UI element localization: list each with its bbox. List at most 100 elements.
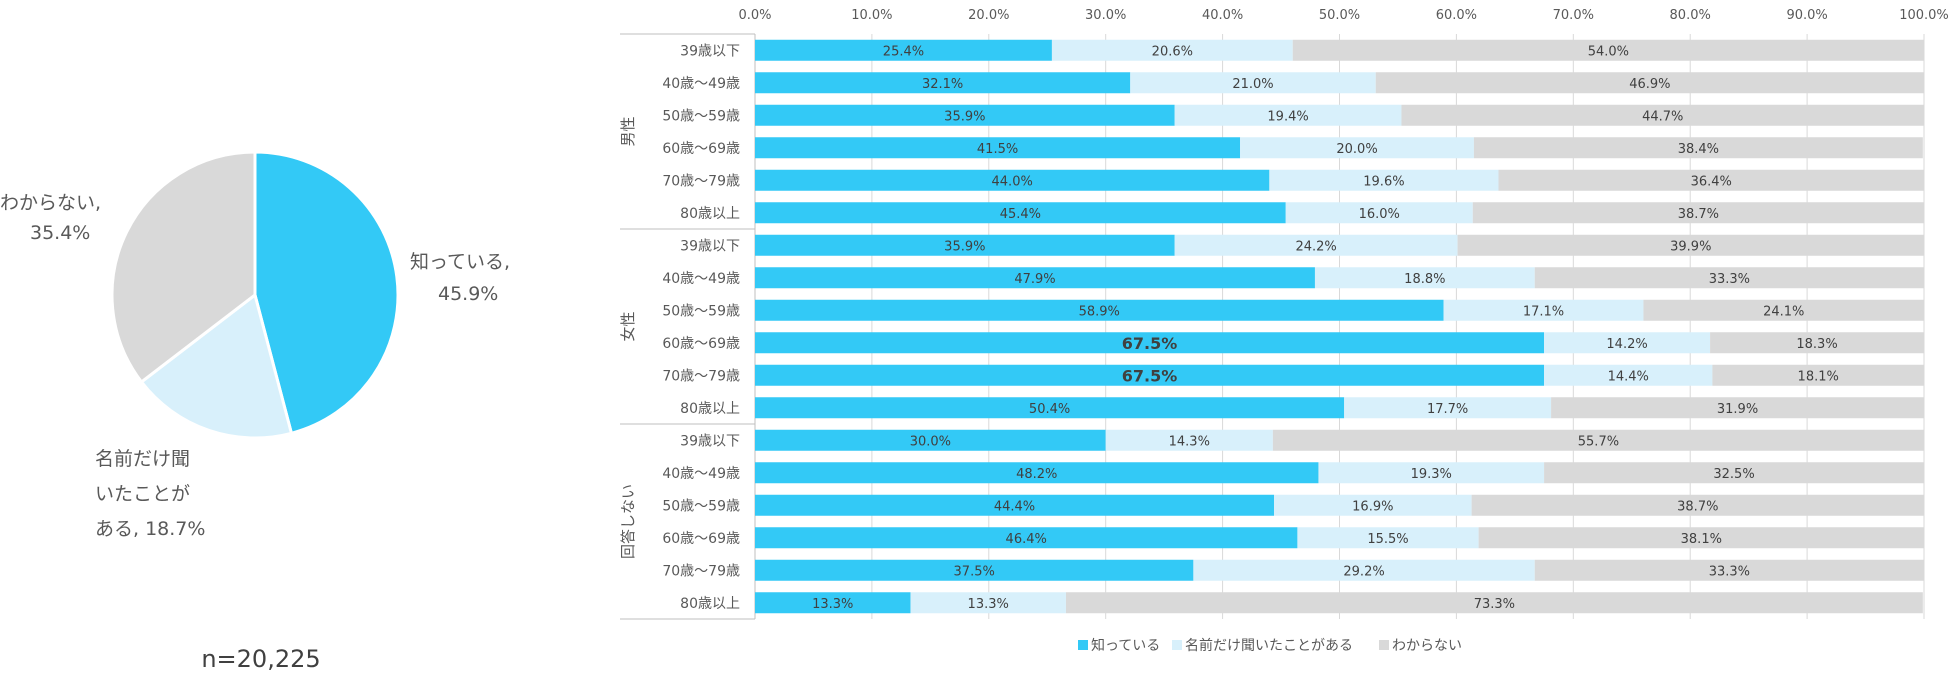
pie-label-line: 35.4% (30, 222, 90, 244)
bar-value-label: 17.7% (1427, 402, 1468, 417)
group-label: 女性 (619, 311, 637, 341)
bar-segment (1401, 104, 1924, 126)
row-category-label: 40歳～49歳 (662, 466, 740, 482)
bar-value-label: 14.2% (1606, 337, 1647, 352)
row-category-label: 50歳～59歳 (662, 108, 740, 124)
bar-value-label: 44.4% (994, 499, 1035, 514)
bar-segment (1174, 104, 1402, 126)
bar-value-label: 16.9% (1352, 499, 1393, 514)
bar-segment (1534, 559, 1924, 581)
bar-segment (1314, 267, 1535, 289)
bar-value-label: 35.9% (944, 109, 985, 124)
bar-segment (755, 397, 1345, 419)
bar-value-label: 25.4% (883, 44, 924, 59)
bar-value-label: 30.0% (910, 434, 951, 449)
pie-label-line: 45.9% (438, 283, 498, 305)
pie-slice (139, 292, 294, 440)
bar-value-label: 36.4% (1691, 174, 1732, 189)
bar-value-label: 19.6% (1363, 174, 1404, 189)
row-category-label: 50歳～59歳 (662, 498, 740, 514)
bar-value-label: 47.9% (1014, 272, 1055, 287)
row-category-label: 60歳～69歳 (662, 336, 740, 352)
bar-segment (1534, 267, 1924, 289)
row-category-label: 39歳以下 (680, 43, 740, 59)
pie-slice-label: わからない, 35.4% (0, 192, 101, 244)
bar-segment (755, 462, 1319, 484)
bar-value-label: 24.2% (1295, 239, 1336, 254)
pie-label-line: ある, 18.7% (95, 518, 205, 540)
legend-label: 知っている (1091, 637, 1160, 654)
bar-value-label: 29.2% (1343, 564, 1384, 579)
row-category-label: 60歳～69歳 (662, 141, 740, 157)
bar-value-label: 18.8% (1404, 272, 1445, 287)
sample-size-label: n=20,225 (201, 645, 320, 673)
bar-value-label: 19.4% (1267, 109, 1308, 124)
bar-value-label: 73.3% (1474, 597, 1515, 612)
legend-swatch (1379, 640, 1389, 650)
bar-value-label: 55.7% (1578, 434, 1619, 449)
bar-value-label: 67.5% (1122, 366, 1178, 385)
row-category-label: 40歳～49歳 (662, 76, 740, 92)
pie-slice (253, 150, 400, 436)
bar-value-label: 46.9% (1629, 77, 1670, 92)
x-tick-label: 50.0% (1319, 8, 1360, 23)
bar-segment (1472, 202, 1924, 224)
bar-segment (755, 72, 1131, 94)
bar-value-label: 33.3% (1709, 564, 1750, 579)
bar-segment (1544, 364, 1713, 386)
bar-value-label: 31.9% (1717, 402, 1758, 417)
bar-segment (1318, 462, 1545, 484)
bar-value-label: 67.5% (1122, 334, 1178, 353)
bar-segment (1285, 202, 1473, 224)
pie-label-line: いたことが (95, 483, 190, 505)
bar-segment (1443, 299, 1644, 321)
bar-value-label: 17.1% (1523, 304, 1564, 319)
bar-segment (1274, 494, 1472, 516)
bar-segment (910, 592, 1066, 614)
bar-segment (1544, 462, 1924, 484)
bar-value-label: 18.3% (1796, 337, 1837, 352)
bar-segment (755, 234, 1175, 256)
pie-slice (110, 150, 257, 385)
bar-segment (1478, 527, 1924, 549)
x-tick-label: 30.0% (1085, 8, 1126, 23)
bar-segment (755, 527, 1298, 549)
bar-value-label: 50.4% (1029, 402, 1070, 417)
bar-value-label: 32.1% (922, 77, 963, 92)
bar-value-label: 35.9% (944, 239, 985, 254)
bar-segment (755, 299, 1444, 321)
bar-segment (1344, 397, 1552, 419)
bar-value-label: 38.1% (1681, 532, 1722, 547)
x-tick-label: 80.0% (1670, 8, 1711, 23)
bar-segment (755, 332, 1545, 354)
bar-segment (1240, 137, 1474, 159)
bar-value-label: 41.5% (977, 142, 1018, 157)
x-tick-label: 100.0% (1899, 8, 1949, 23)
bar-segment (755, 104, 1175, 126)
bar-segment (1272, 429, 1924, 451)
x-tick-label: 70.0% (1553, 8, 1594, 23)
bar-value-label: 20.0% (1336, 142, 1377, 157)
bar-segment (1643, 299, 1924, 321)
x-tick-label: 10.0% (851, 8, 892, 23)
row-category-label: 70歳～79歳 (662, 563, 740, 579)
bar-value-label: 46.4% (1006, 532, 1047, 547)
bar-value-label: 37.5% (954, 564, 995, 579)
bar-value-label: 45.4% (1000, 207, 1041, 222)
row-category-label: 80歳以上 (680, 596, 740, 612)
bar-segment (755, 202, 1286, 224)
bar-value-label: 54.0% (1588, 44, 1629, 59)
bar-segment (755, 559, 1194, 581)
bar-value-label: 44.7% (1642, 109, 1683, 124)
bar-segment (1375, 72, 1924, 94)
bar-segment (1712, 364, 1924, 386)
bar-value-label: 20.6% (1152, 44, 1193, 59)
legend-swatch (1172, 640, 1182, 650)
bar-segment (755, 592, 911, 614)
bar-value-label: 32.5% (1713, 467, 1754, 482)
bar-segment (755, 364, 1545, 386)
bar-segment (1473, 137, 1923, 159)
bar-value-label: 13.3% (968, 597, 1009, 612)
bar-segment (1065, 592, 1923, 614)
bar-value-label: 58.9% (1079, 304, 1120, 319)
